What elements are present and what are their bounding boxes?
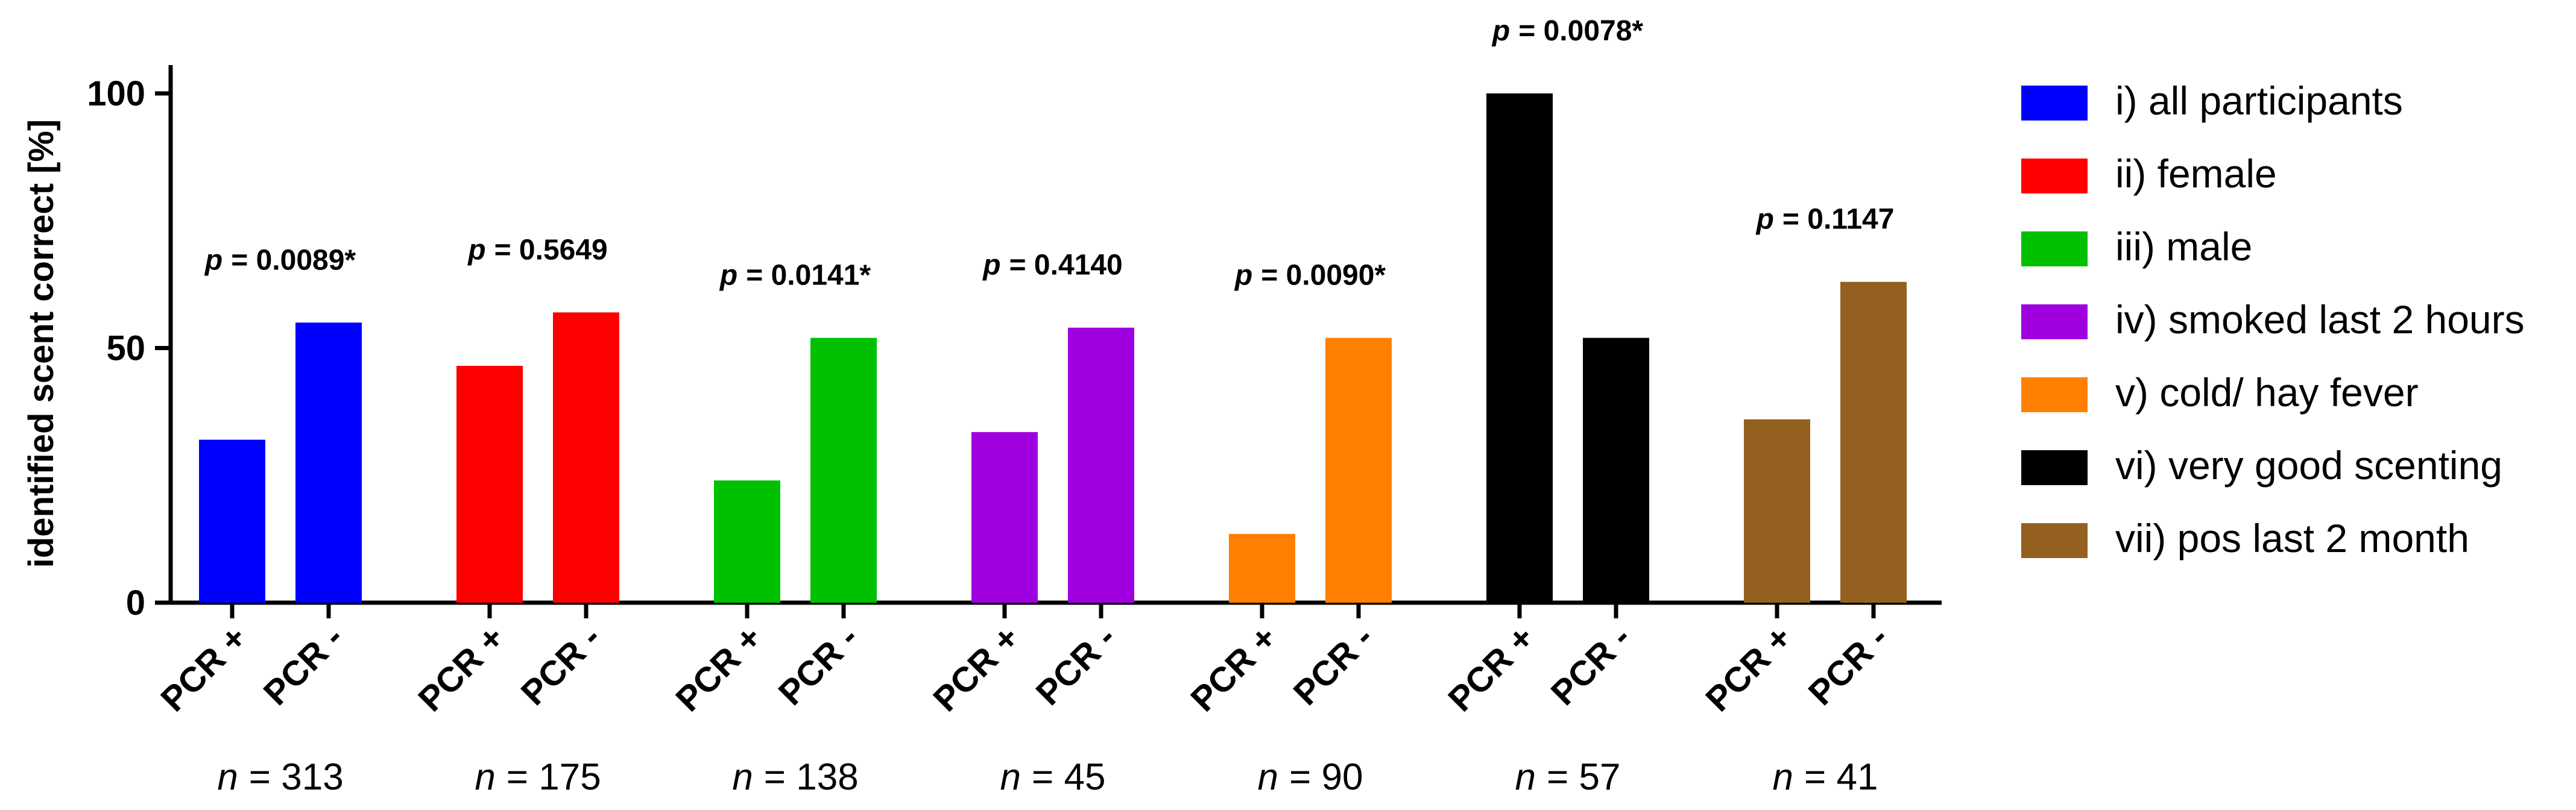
x-tick-label: PCR - — [771, 618, 867, 713]
legend-swatch — [2021, 231, 2088, 266]
bar — [456, 366, 523, 603]
n-symbol: n — [217, 756, 238, 798]
group-p-value: p = 0.0089* — [204, 244, 356, 276]
n-value: = 90 — [1289, 756, 1363, 798]
legend-label: iii) male — [2115, 224, 2252, 269]
bar — [1229, 533, 1295, 603]
x-tick-label: PCR + — [153, 618, 254, 719]
y-tick-label: 50 — [106, 329, 145, 368]
bar — [810, 338, 877, 603]
group-p-value: p = 0.5649 — [467, 234, 608, 266]
group-n-label: n = 138 — [732, 756, 858, 798]
legend-swatch — [2021, 159, 2088, 193]
n-symbol: n — [1773, 756, 1793, 798]
legend-label: i) all participants — [2115, 78, 2403, 123]
p-symbol: p — [982, 250, 1000, 281]
legend-swatch — [2021, 86, 2088, 121]
x-tick-label: PCR - — [1801, 618, 1896, 713]
legend-label: iv) smoked last 2 hours — [2115, 297, 2525, 342]
legend-swatch — [2021, 377, 2088, 412]
bar — [1486, 93, 1553, 603]
y-axis-label: identified scent correct [%] — [22, 119, 61, 568]
bar — [1325, 338, 1392, 603]
group-p-value: p = 0.0090* — [1234, 260, 1386, 292]
x-tick-label: PCR + — [1698, 618, 1799, 719]
p-symbol: p — [467, 234, 485, 266]
n-symbol: n — [732, 756, 753, 798]
x-tick-label: PCR + — [926, 618, 1027, 719]
bar — [1744, 419, 1810, 603]
x-tick-label: PCR - — [514, 618, 609, 713]
group-n-label: n = 90 — [1258, 756, 1363, 798]
x-tick-label: PCR + — [668, 618, 769, 719]
group-n-label: n = 57 — [1515, 756, 1621, 798]
p-symbol: p — [204, 244, 223, 276]
bar — [1583, 338, 1649, 603]
group-n-label: n = 41 — [1773, 756, 1878, 798]
n-value: = 57 — [1547, 756, 1620, 798]
bar — [1840, 281, 1907, 603]
p-value: = 0.0141* — [746, 260, 871, 292]
n-value: = 41 — [1804, 756, 1878, 798]
y-tick-label: 100 — [87, 74, 145, 113]
y-axis-title: identified scent correct [%] — [22, 119, 61, 568]
n-symbol: n — [1000, 756, 1021, 798]
n-value: = 313 — [249, 756, 344, 798]
group-p-value: p = 0.1147 — [1755, 204, 1895, 236]
legend-swatch — [2021, 304, 2088, 339]
p-value: = 0.0078* — [1518, 15, 1643, 47]
bar — [1068, 327, 1134, 603]
legend-label: vii) pos last 2 month — [2115, 516, 2469, 560]
bar — [199, 439, 265, 603]
legend-label: ii) female — [2115, 151, 2277, 196]
n-symbol: n — [1515, 756, 1536, 798]
p-symbol: p — [1491, 15, 1510, 47]
bar — [971, 432, 1038, 603]
bar — [295, 322, 362, 603]
x-tick-label: PCR + — [1441, 618, 1542, 719]
group-n-label: n = 175 — [475, 756, 601, 798]
x-tick-label: PCR - — [256, 618, 352, 713]
legend-label: vi) very good scenting — [2115, 443, 2502, 488]
p-value: = 0.4140 — [1009, 250, 1123, 281]
n-value: = 45 — [1032, 756, 1105, 798]
bar — [714, 480, 780, 603]
group-p-value: p = 0.0078* — [1491, 15, 1644, 47]
bar — [553, 312, 619, 603]
p-value: = 0.1147 — [1782, 204, 1895, 236]
n-value: = 175 — [507, 756, 601, 798]
group-n-label: n = 313 — [217, 756, 343, 798]
x-tick-label: PCR - — [1286, 618, 1381, 713]
group-p-value: p = 0.0141* — [719, 260, 871, 292]
legend: i) all participants ii) female iii) male iv… — [2021, 78, 2525, 560]
legend-swatch — [2021, 523, 2088, 558]
p-value: = 0.5649 — [494, 234, 608, 266]
p-value: = 0.0090* — [1261, 260, 1386, 292]
p-symbol: p — [1755, 204, 1774, 236]
y-tick-label: 0 — [126, 583, 145, 623]
p-value: = 0.0089* — [231, 244, 356, 276]
x-tick-label: PCR + — [411, 618, 512, 719]
x-tick-label: PCR - — [1544, 618, 1639, 713]
x-tick-label: PCR - — [1029, 618, 1124, 713]
x-tick-label: PCR + — [1183, 618, 1284, 719]
group-p-value: p = 0.4140 — [982, 250, 1123, 281]
legend-swatch — [2021, 450, 2088, 485]
n-value: = 138 — [764, 756, 859, 798]
n-symbol: n — [475, 756, 495, 798]
group-n-label: n = 45 — [1000, 756, 1106, 798]
p-symbol: p — [1234, 260, 1252, 292]
n-symbol: n — [1258, 756, 1278, 798]
legend-label: v) cold/ hay fever — [2115, 370, 2419, 415]
p-symbol: p — [719, 260, 737, 292]
